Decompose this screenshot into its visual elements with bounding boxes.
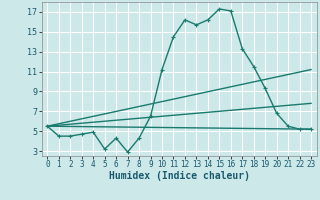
- X-axis label: Humidex (Indice chaleur): Humidex (Indice chaleur): [109, 171, 250, 181]
